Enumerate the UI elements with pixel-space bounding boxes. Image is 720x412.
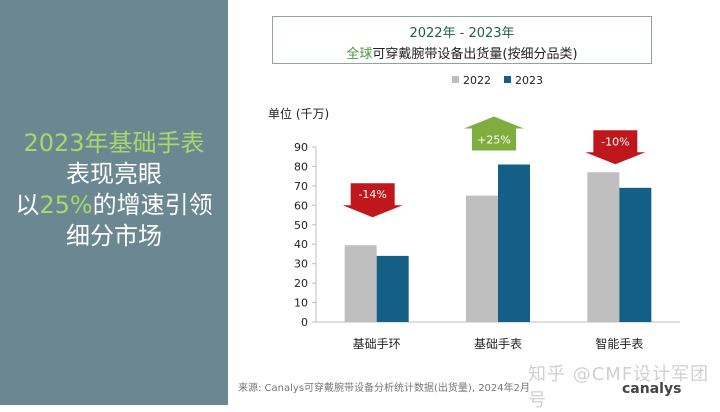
y-tick-label: 10: [294, 297, 308, 310]
annotation-label: -10%: [601, 135, 629, 148]
legend-label: 2023: [515, 74, 543, 87]
y-tick-label: 20: [294, 277, 308, 290]
y-tick-label: 0: [301, 316, 308, 329]
legend-label: 2022: [463, 74, 491, 87]
annotation-arrow-down: [342, 183, 403, 218]
headline-line-1: 2023年基础手表: [0, 128, 228, 159]
headline-year: 2023年: [23, 129, 109, 157]
chart-subtitle-highlight: 全球: [346, 47, 373, 62]
bar: [466, 195, 498, 322]
headline-highlight: 基础手表: [108, 129, 205, 157]
bar: [619, 187, 652, 322]
annotation-arrow-down: [585, 130, 646, 165]
y-tick-label: 90: [294, 141, 308, 154]
y-tick-label: 40: [294, 238, 308, 251]
headline-line-4: 细分市场: [66, 222, 162, 250]
bar: [344, 245, 377, 322]
headline-line-3: 以25%的增速引领: [0, 190, 228, 221]
legend-swatch: [504, 76, 511, 83]
headline-line-2: 表现亮眼: [66, 160, 162, 188]
y-tick-label: 70: [294, 180, 308, 193]
annotation-arrow-up: [464, 116, 524, 151]
brand-logo: canalys: [622, 381, 682, 397]
y-tick-label: 60: [294, 199, 308, 212]
bar: [498, 164, 530, 322]
annotation-label: -14%: [358, 188, 386, 201]
y-tick-label: 30: [294, 258, 308, 271]
y-tick-label: 50: [294, 219, 308, 232]
y-axis-label: 单位 (千万): [268, 106, 329, 121]
chart-subtitle: 全球可穿戴腕带设备出货量(按细分品类): [273, 43, 651, 62]
headline-percent: 25%: [39, 191, 93, 219]
headline-prefix: 以: [15, 191, 40, 219]
source-note: 来源: Canalys可穿戴腕带设备分析统计数据(出货量), 2024年2月: [238, 383, 531, 394]
x-tick-label: 基础手环: [353, 337, 401, 351]
bar: [587, 172, 620, 322]
annotation-label: +25%: [477, 134, 511, 147]
chart-title-box: 2022年 - 2023年 全球可穿戴腕带设备出货量(按细分品类): [272, 16, 652, 64]
legend-swatch: [452, 76, 459, 83]
headline-suffix: 的增速引领: [92, 191, 213, 219]
x-tick-label: 基础手表: [474, 337, 522, 351]
chart-title: 2022年 - 2023年: [409, 26, 515, 41]
headline: 2023年基础手表 表现亮眼 以25%的增速引领 细分市场: [0, 128, 228, 252]
x-tick-label: 智能手表: [595, 336, 643, 351]
chart-subtitle-rest: 可穿戴腕带设备出货量(按细分品类): [372, 47, 578, 62]
bar: [376, 255, 409, 322]
left-panel: 2023年基础手表 表现亮眼 以25%的增速引领 细分市场: [0, 0, 228, 405]
y-tick-label: 80: [294, 160, 308, 173]
